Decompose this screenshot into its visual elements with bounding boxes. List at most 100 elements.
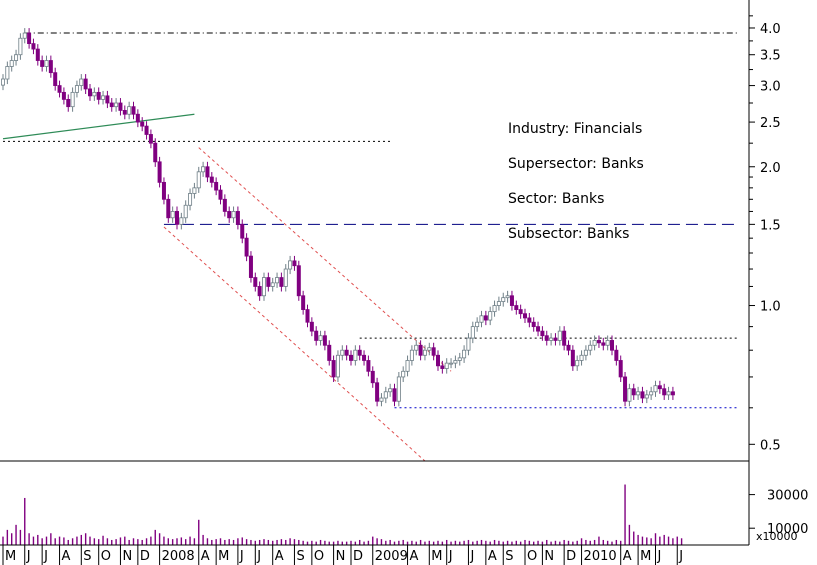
candle (227, 206, 232, 223)
candle-body (453, 360, 458, 364)
time-tick-label: S (296, 549, 304, 564)
candle (431, 342, 436, 361)
candle-body (457, 357, 462, 361)
channel-line-1 (163, 226, 426, 462)
candle (601, 337, 606, 351)
time-axis-ticks: M J J A S O N D 2008 A M J J A S O N D 2009 A M J J A S O N D 2010 A M… (2, 545, 683, 565)
candle (70, 87, 75, 112)
candle (9, 55, 14, 72)
candle-body (644, 394, 649, 399)
time-tick-label: J (43, 549, 48, 564)
candle-body (66, 98, 71, 108)
candle-body (275, 277, 280, 284)
candle (83, 74, 88, 95)
time-tick-label: M (431, 549, 442, 564)
candle (605, 335, 610, 351)
candle (449, 358, 454, 369)
candle-body (61, 91, 66, 100)
candle-body (227, 211, 232, 219)
time-tick-label: A (488, 549, 497, 564)
candle-body (479, 315, 484, 323)
candle (170, 206, 175, 223)
annotation-sector: Sector: Banks (508, 191, 604, 207)
candle-body (636, 391, 641, 396)
candle (201, 161, 206, 177)
candle-body (57, 85, 62, 93)
candle-body (531, 321, 536, 328)
candle-body (253, 277, 258, 287)
candle (518, 304, 523, 319)
candle (509, 290, 514, 311)
candle (48, 55, 53, 78)
candle (61, 87, 66, 105)
candle (636, 386, 641, 400)
candle (348, 350, 353, 366)
candle (566, 340, 571, 356)
candle (40, 55, 45, 72)
candle-body (588, 344, 593, 351)
volume-axis-ticks: 30000 10000 (749, 489, 808, 537)
candle-body (79, 78, 84, 86)
candle-body (509, 295, 514, 306)
candle-body (201, 166, 206, 173)
time-tick-label: A (62, 549, 71, 564)
candle-body (553, 337, 558, 341)
candle (405, 355, 410, 377)
candle-body (279, 277, 284, 287)
candle-body (5, 66, 10, 80)
candle-body (618, 360, 623, 378)
candle (114, 98, 119, 112)
candle (422, 345, 427, 361)
candle (475, 317, 480, 332)
candle (127, 101, 132, 120)
candle (544, 330, 549, 346)
candle (235, 206, 240, 230)
candle (222, 194, 227, 217)
annotations: Industry: Financials Supersector: Banks … (508, 121, 644, 242)
candle-body (427, 347, 432, 351)
candle (131, 101, 136, 120)
candle (188, 188, 193, 211)
annotation-subsector: Subsector: Banks (508, 226, 629, 242)
candle-body (540, 330, 545, 337)
time-tick-label: J (26, 549, 31, 564)
candle-body (257, 286, 262, 297)
time-tick-label: M (218, 549, 229, 564)
candle (305, 304, 310, 328)
candle-body (596, 340, 601, 344)
candle-body (231, 211, 236, 219)
candle-body (366, 360, 371, 372)
candle-body (348, 354, 353, 361)
volume-bars (2, 484, 683, 545)
candle (22, 28, 27, 44)
candle-body (649, 391, 654, 396)
candle (375, 377, 380, 407)
candle-body (222, 198, 227, 212)
candle (362, 350, 367, 366)
volume-tick-label: 10000 (767, 522, 808, 537)
candle (388, 383, 393, 397)
candle (457, 352, 462, 366)
time-tick-label: N (544, 549, 554, 564)
candle-body (70, 91, 75, 108)
volume-tick-label: 30000 (767, 489, 808, 504)
candle-body (505, 295, 510, 299)
time-tick-label: J (448, 549, 453, 564)
candle-body (357, 349, 362, 356)
time-tick-label: J (256, 549, 261, 564)
time-tick-label: O (101, 549, 111, 564)
time-tick-label: O (527, 549, 537, 564)
candle (383, 386, 388, 404)
candle (640, 386, 645, 404)
candle (257, 281, 262, 301)
candle-body (379, 397, 384, 402)
candle (35, 44, 40, 66)
candle-body (610, 340, 615, 351)
candle-body (470, 326, 475, 339)
candle-body (101, 95, 106, 100)
price-tick-label: 4.0 (760, 22, 781, 37)
candle-body (662, 388, 667, 396)
candle-body (344, 349, 349, 356)
candle (653, 380, 658, 397)
price-tick-label: 2.0 (760, 161, 781, 176)
